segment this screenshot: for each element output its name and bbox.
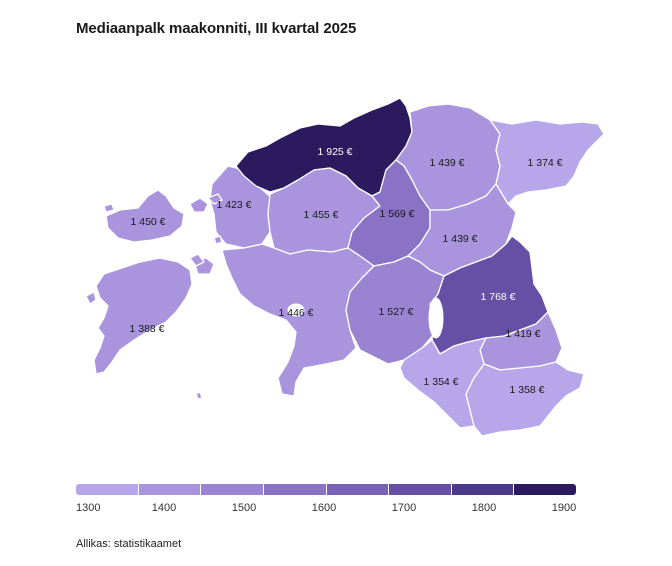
- label-viljandi: 1 527 €: [378, 306, 413, 318]
- county-saare[interactable]: [93, 257, 193, 375]
- lake-vortsjarv: [428, 297, 444, 339]
- label-harju: 1 925 €: [317, 146, 352, 158]
- label-hiiu: 1 450 €: [130, 216, 165, 228]
- legend-swatch: [514, 484, 576, 495]
- label-voru: 1 358 €: [509, 384, 544, 396]
- label-parnu: 1 446 €: [278, 307, 313, 319]
- island-ruhnu[interactable]: [195, 391, 203, 400]
- legend-swatch: [389, 484, 452, 495]
- legend-swatch: [76, 484, 139, 495]
- legend-swatch: [326, 484, 390, 495]
- county-parnu[interactable]: [221, 243, 375, 397]
- source-note: Allikas: statistikaamet: [76, 538, 182, 550]
- legend-tick-label: 1300: [76, 502, 101, 514]
- map-title: Mediaanpalk maakonniti, III kvartal 2025: [76, 20, 357, 37]
- label-jarva: 1 569 €: [379, 208, 414, 220]
- label-jogeva: 1 439 €: [442, 233, 477, 245]
- legend-tick-label: 1900: [551, 502, 577, 514]
- label-laane-viru: 1 439 €: [429, 157, 464, 169]
- legend-swatch: [451, 484, 515, 495]
- county-laane-island[interactable]: [189, 197, 209, 213]
- county-hiiu[interactable]: [105, 189, 185, 243]
- legend-tick-label: 1500: [231, 502, 257, 514]
- legend-swatch: [201, 484, 264, 495]
- island-vormsi[interactable]: [207, 193, 223, 205]
- island-near-hiiu[interactable]: [103, 203, 115, 213]
- legend-swatch: [263, 484, 327, 495]
- island-kihnu[interactable]: [189, 253, 205, 267]
- county-voru[interactable]: [465, 361, 585, 437]
- legend-tick-label: 1600: [311, 502, 337, 514]
- legend-tick-label: 1700: [391, 502, 417, 514]
- label-saare: 1 388 €: [129, 323, 164, 335]
- label-rapla: 1 455 €: [303, 209, 338, 221]
- label-valga: 1 354 €: [423, 376, 458, 388]
- label-laane: 1 423 €: [216, 199, 251, 211]
- county-ida-viru[interactable]: [489, 119, 605, 205]
- label-ida-viru: 1 374 €: [527, 157, 562, 169]
- county-saare-abruka[interactable]: [85, 291, 97, 305]
- label-polva: 1 419 €: [505, 328, 540, 340]
- island-manilaid[interactable]: [213, 235, 223, 245]
- legend-ticks: 1300 1400 1500 1600 1700 1800 1900: [76, 502, 576, 516]
- color-legend: [76, 484, 576, 495]
- legend-swatch: [138, 484, 202, 495]
- lake-parnu-bay: [287, 303, 305, 317]
- label-tartu: 1 768 €: [480, 291, 515, 303]
- legend-tick-label: 1800: [471, 502, 497, 514]
- legend-tick-label: 1400: [151, 502, 177, 514]
